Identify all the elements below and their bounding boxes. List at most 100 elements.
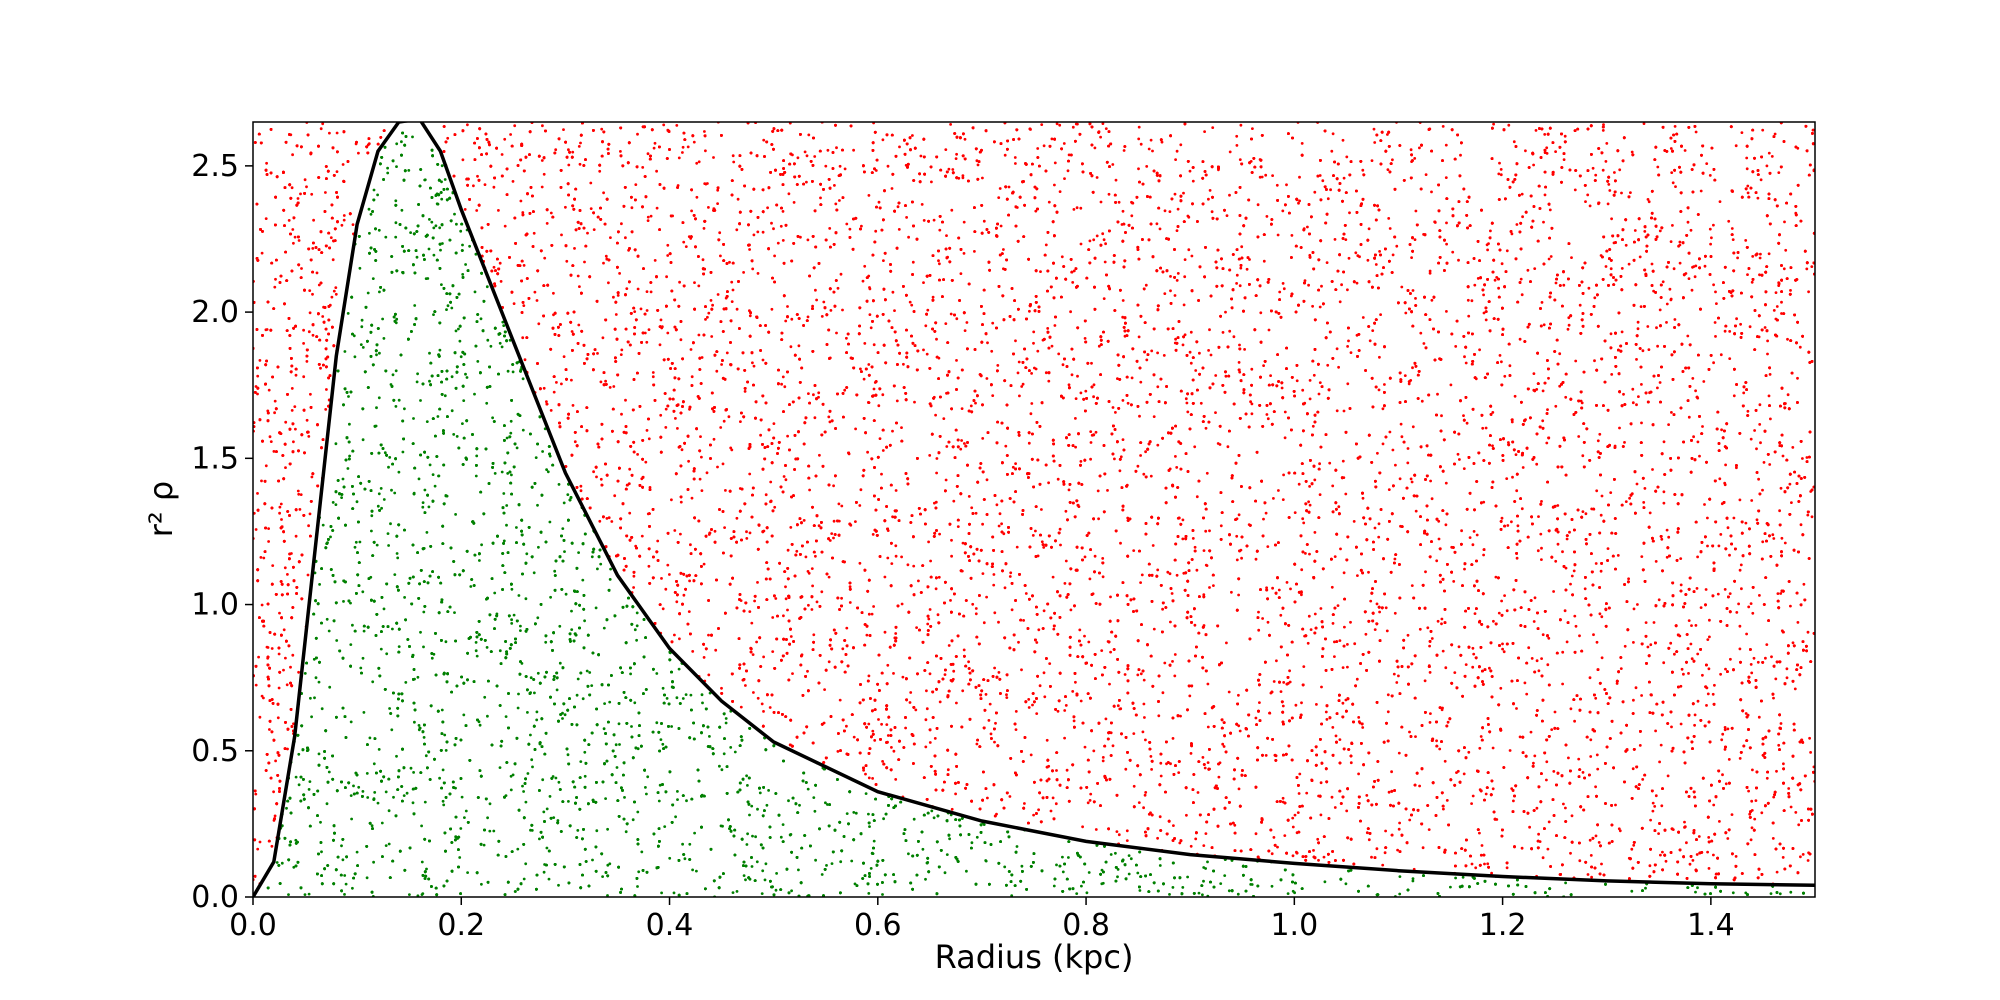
rejected-point xyxy=(1570,574,1574,578)
rejected-point xyxy=(745,537,749,540)
rejected-point xyxy=(1174,158,1177,162)
rejected-point xyxy=(1214,411,1217,414)
rejected-point xyxy=(874,229,878,233)
rejected-point xyxy=(1719,533,1723,536)
rejected-point xyxy=(840,596,843,600)
rejected-point xyxy=(1502,650,1506,654)
rejected-point xyxy=(865,633,869,637)
rejected-point xyxy=(1370,855,1373,859)
rejected-point xyxy=(1391,253,1395,257)
rejected-point xyxy=(949,123,952,126)
rejected-point xyxy=(806,669,809,673)
rejected-point xyxy=(881,449,885,452)
rejected-point xyxy=(256,847,260,851)
rejected-point xyxy=(943,673,947,676)
rejected-point xyxy=(1484,792,1488,796)
rejected-point xyxy=(1414,735,1417,738)
rejected-point xyxy=(644,460,648,464)
rejected-point xyxy=(1641,778,1645,781)
rejected-point xyxy=(1631,401,1635,405)
rejected-point xyxy=(1313,531,1317,534)
rejected-point xyxy=(1751,255,1755,258)
rejected-point xyxy=(1779,592,1783,595)
rejected-point xyxy=(472,184,475,188)
rejected-point xyxy=(647,564,651,568)
rejected-point xyxy=(300,267,303,270)
rejected-point xyxy=(950,208,954,212)
rejected-point xyxy=(1596,439,1600,443)
rejected-point xyxy=(882,259,885,262)
rejected-point xyxy=(1101,122,1105,125)
rejected-point xyxy=(1706,692,1710,696)
rejected-point xyxy=(1235,534,1239,538)
rejected-point xyxy=(1118,469,1122,473)
rejected-point xyxy=(789,635,793,638)
rejected-point xyxy=(1186,410,1190,414)
rejected-point xyxy=(1262,517,1265,521)
rejected-point xyxy=(1643,487,1647,490)
rejected-point xyxy=(607,516,611,520)
rejected-point xyxy=(859,367,862,371)
rejected-point xyxy=(1072,269,1076,273)
rejected-point xyxy=(1225,214,1229,218)
rejected-point xyxy=(1045,738,1049,742)
rejected-point xyxy=(1342,409,1346,413)
rejected-point xyxy=(1428,671,1432,674)
rejected-point xyxy=(697,160,701,164)
rejected-point xyxy=(1015,545,1019,549)
rejected-point xyxy=(1768,463,1772,466)
rejected-point xyxy=(1735,317,1738,321)
rejected-point xyxy=(1116,704,1120,708)
rejected-point xyxy=(1099,135,1102,139)
rejected-point xyxy=(974,607,978,610)
rejected-point xyxy=(1515,223,1519,226)
rejected-point xyxy=(1683,149,1687,152)
rejected-point xyxy=(1352,520,1356,523)
rejected-point xyxy=(1488,666,1491,670)
rejected-point xyxy=(1298,175,1301,179)
rejected-point xyxy=(280,518,283,521)
rejected-point xyxy=(664,426,668,429)
rejected-point xyxy=(1760,811,1764,815)
rejected-point xyxy=(1583,587,1587,591)
rejected-point xyxy=(1147,147,1151,151)
rejected-point xyxy=(1508,749,1512,752)
rejected-point xyxy=(1627,262,1631,266)
rejected-point xyxy=(1749,663,1753,666)
rejected-point xyxy=(1067,488,1071,492)
rejected-point xyxy=(306,573,310,577)
rejected-point xyxy=(1707,867,1711,870)
rejected-point xyxy=(766,206,769,210)
rejected-point xyxy=(716,202,719,206)
rejected-point xyxy=(1672,267,1676,271)
rejected-point xyxy=(656,539,660,543)
rejected-point xyxy=(1281,498,1285,501)
rejected-point xyxy=(1034,367,1038,371)
rejected-point xyxy=(521,336,525,340)
rejected-point xyxy=(1003,586,1007,590)
rejected-point xyxy=(1296,811,1300,814)
rejected-point xyxy=(1173,294,1177,297)
rejected-point xyxy=(682,593,686,597)
rejected-point xyxy=(1090,361,1093,365)
rejected-point xyxy=(1786,393,1790,397)
rejected-point xyxy=(1689,642,1693,646)
rejected-point xyxy=(604,379,607,383)
rejected-point xyxy=(1177,771,1181,774)
rejected-point xyxy=(870,612,874,616)
rejected-point xyxy=(1712,361,1715,365)
rejected-point xyxy=(1002,248,1005,251)
rejected-point xyxy=(1333,640,1336,644)
rejected-point xyxy=(1430,497,1434,501)
rejected-point xyxy=(833,184,836,187)
rejected-point xyxy=(1479,853,1483,857)
rejected-point xyxy=(1175,573,1179,577)
rejected-point xyxy=(1101,759,1105,763)
rejected-point xyxy=(560,233,563,237)
rejected-point xyxy=(963,442,966,445)
rejected-point xyxy=(1056,477,1060,481)
rejected-point xyxy=(1690,624,1693,627)
rejected-point xyxy=(630,206,634,210)
rejected-point xyxy=(1651,809,1655,813)
rejected-point xyxy=(813,155,817,158)
